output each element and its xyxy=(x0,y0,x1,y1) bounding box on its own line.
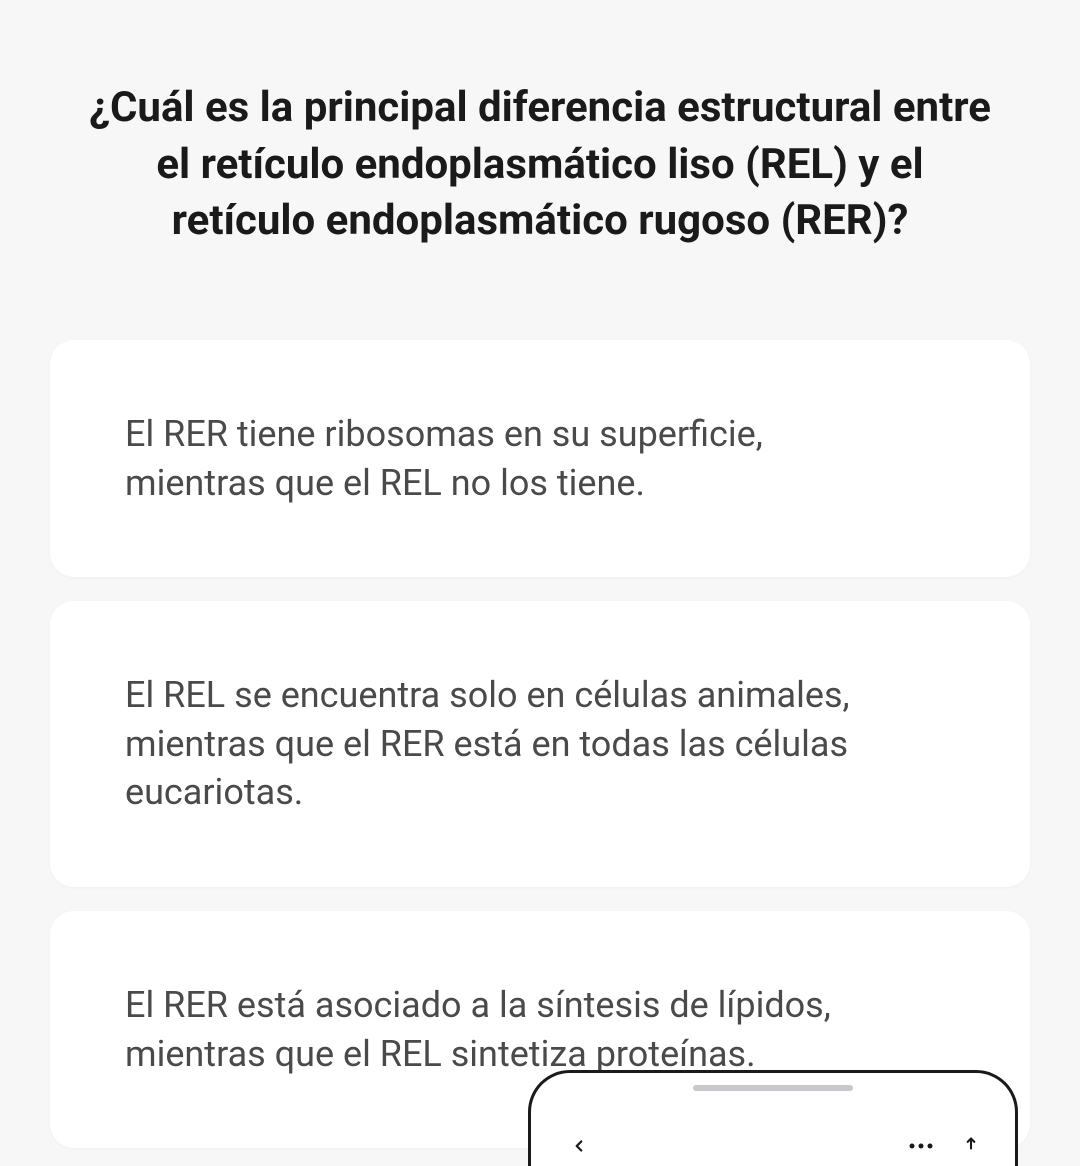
answer-option-2[interactable]: El REL se encuentra solo en células anim… xyxy=(50,601,1030,887)
bottom-sheet[interactable] xyxy=(528,1070,1018,1166)
answer-text: El REL se encuentra solo en células anim… xyxy=(125,671,905,817)
back-icon[interactable] xyxy=(567,1134,591,1158)
popup-toolbar xyxy=(531,1126,1015,1166)
popup-actions xyxy=(907,1136,985,1156)
question-title: ¿Cuál es la principal diferencia estruct… xyxy=(50,80,1030,250)
share-icon[interactable] xyxy=(957,1136,985,1156)
drag-handle[interactable] xyxy=(693,1085,853,1091)
answer-text: El RER está asociado a la síntesis de lí… xyxy=(125,981,905,1078)
more-icon[interactable] xyxy=(907,1136,935,1156)
quiz-container: ¿Cuál es la principal diferencia estruct… xyxy=(0,0,1080,1148)
answer-text: El RER tiene ribosomas en su superficie,… xyxy=(125,410,905,507)
answer-option-1[interactable]: El RER tiene ribosomas en su superficie,… xyxy=(50,340,1030,577)
